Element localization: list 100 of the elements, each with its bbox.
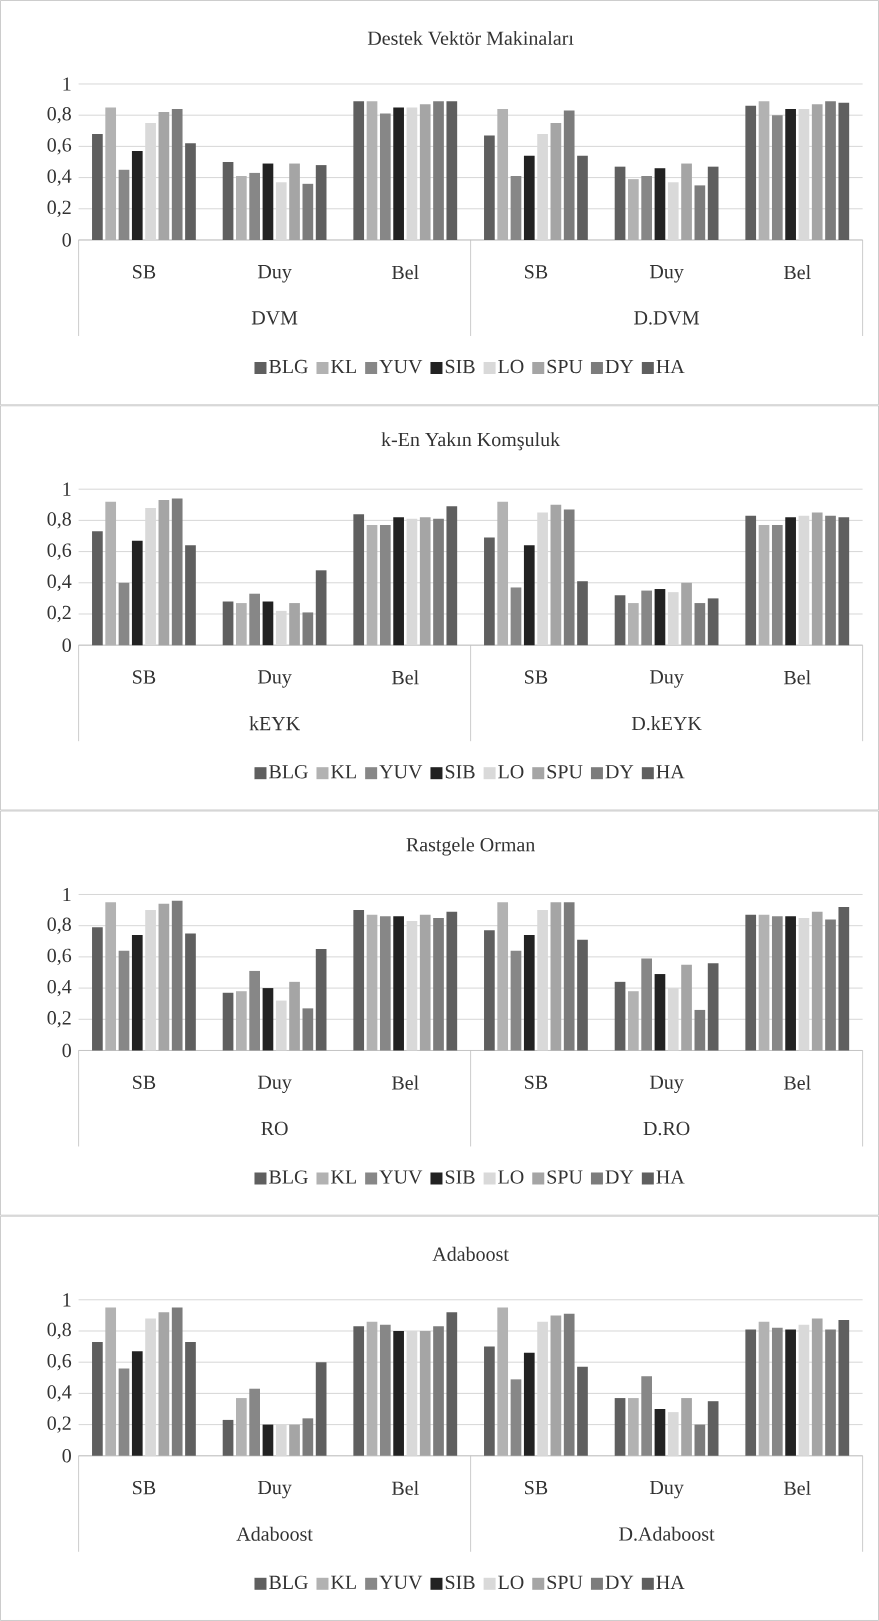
y-tick-label: 0,6 xyxy=(47,1354,72,1371)
legend-label: DY xyxy=(605,1575,634,1589)
bar xyxy=(667,988,679,1051)
y-tick-label: 0,8 xyxy=(47,917,71,934)
bar xyxy=(758,1321,770,1456)
bar xyxy=(785,916,796,1051)
bar xyxy=(118,1368,130,1456)
bar xyxy=(406,518,418,646)
bar xyxy=(497,902,509,1051)
bar xyxy=(798,515,810,646)
bar xyxy=(745,914,757,1051)
x-tick-label: Duy xyxy=(257,265,292,283)
y-tick-label: 0 xyxy=(62,638,71,652)
bar xyxy=(419,1330,431,1456)
bar xyxy=(681,582,692,646)
bar xyxy=(785,108,796,240)
bar xyxy=(628,603,639,646)
bar xyxy=(654,168,666,240)
bar xyxy=(406,921,418,1051)
bar xyxy=(446,911,458,1051)
bar xyxy=(484,135,495,240)
bar xyxy=(433,917,444,1051)
bar xyxy=(798,917,810,1051)
bar xyxy=(185,1341,196,1456)
bar xyxy=(681,1398,692,1456)
bar xyxy=(577,155,588,240)
bar xyxy=(262,988,274,1051)
bar xyxy=(614,981,626,1051)
bar xyxy=(563,509,575,646)
bar xyxy=(222,161,234,240)
bar xyxy=(393,916,404,1051)
bar xyxy=(275,610,287,646)
bar xyxy=(825,919,836,1051)
bar xyxy=(145,1318,156,1456)
bar xyxy=(785,517,796,646)
bar xyxy=(484,537,495,646)
bar xyxy=(838,906,850,1051)
bar xyxy=(654,1408,666,1456)
bar xyxy=(366,525,378,646)
legend-label: DY xyxy=(605,765,634,779)
bar xyxy=(510,587,522,646)
legend-label: HA xyxy=(656,359,685,374)
bar xyxy=(654,974,666,1051)
legend-label: DY xyxy=(605,1170,634,1184)
bar xyxy=(811,512,823,646)
x-tick-label: SB xyxy=(525,1075,548,1090)
bar xyxy=(563,902,575,1051)
bar xyxy=(236,176,247,240)
x-tick-label: Bel xyxy=(391,265,419,280)
x-tick-label: Bel xyxy=(391,1480,419,1495)
bar xyxy=(550,122,562,240)
y-tick-label: 0,4 xyxy=(47,1385,72,1402)
y-tick-label: 0,2 xyxy=(47,605,71,623)
bar xyxy=(353,514,365,646)
x-tick-label: SB xyxy=(133,1480,156,1495)
y-tick-label: 0,8 xyxy=(47,512,71,529)
y-tick-label: 0 xyxy=(62,233,71,247)
x-tick-label: SB xyxy=(133,1075,156,1090)
x-tick-label: Duy xyxy=(257,1075,292,1094)
text: D.kEYK xyxy=(631,716,702,731)
bar xyxy=(745,515,757,646)
legend-label: HA xyxy=(656,1170,685,1184)
bar xyxy=(523,155,535,240)
bar xyxy=(745,1329,757,1456)
x-tick-label: Bel xyxy=(783,1480,811,1495)
y-tick-label: 0,4 xyxy=(47,169,72,186)
bar xyxy=(366,1321,378,1456)
bar xyxy=(523,935,535,1051)
bar xyxy=(771,115,783,240)
y-tick-label: 1 xyxy=(63,77,71,91)
y-tick-label: 0,4 xyxy=(47,979,72,997)
y-tick-label: 0,6 xyxy=(47,138,72,155)
bar xyxy=(393,107,404,240)
bar xyxy=(771,525,783,646)
bar xyxy=(315,570,327,646)
bar xyxy=(315,1362,327,1456)
legend-label: SIB xyxy=(445,765,475,779)
bar xyxy=(289,981,300,1051)
legend-label: KL xyxy=(331,1575,356,1589)
bar xyxy=(641,958,652,1051)
bar xyxy=(302,1418,314,1456)
bar xyxy=(222,1419,234,1456)
bar xyxy=(158,1312,170,1456)
legend-label: SPU xyxy=(547,1170,583,1184)
bar xyxy=(222,601,234,646)
y-tick-label: 1 xyxy=(63,887,71,902)
bar xyxy=(577,1366,588,1456)
x-tick-label: Duy xyxy=(649,670,684,688)
bar xyxy=(825,101,836,240)
legend-label: YUV xyxy=(379,1575,423,1590)
bar xyxy=(497,1307,509,1456)
bar xyxy=(222,992,234,1051)
chart-title: Rastgele Orman xyxy=(406,837,535,856)
bar xyxy=(379,113,391,240)
bar xyxy=(171,498,183,646)
bar xyxy=(419,104,431,240)
bar xyxy=(811,911,823,1051)
bar xyxy=(249,1388,260,1456)
legend-label: SIB xyxy=(445,1170,475,1184)
bar xyxy=(185,545,196,646)
